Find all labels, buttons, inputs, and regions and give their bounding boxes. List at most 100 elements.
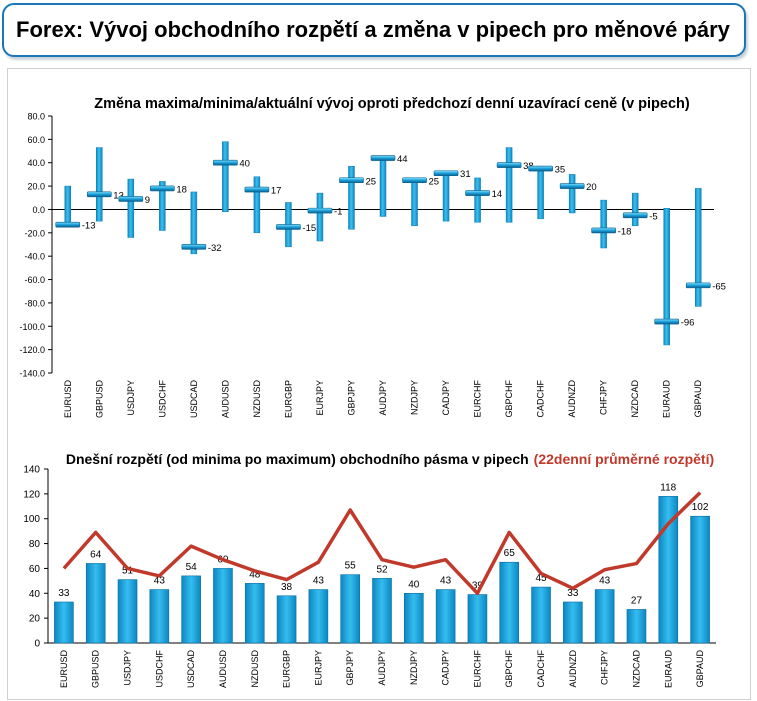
current-value-label: 25 [429, 176, 440, 187]
current-value-label: -1 [334, 207, 342, 218]
high-low-bar [253, 176, 261, 234]
chart1-y-tick-label: -140.0 [19, 369, 45, 379]
chart1-category-label: EURCHF [473, 379, 483, 417]
chart1-category-label: AUDNZD [567, 380, 577, 418]
current-marker [402, 177, 427, 184]
chart1-category-label: NZDCAD [630, 380, 640, 418]
chart2-category-label: AUDNZD [568, 650, 578, 688]
chart1-category-label: AUDJPY [378, 380, 388, 416]
range-bar-label: 40 [408, 579, 420, 590]
high-low-bar [190, 191, 198, 255]
range-bar [499, 561, 520, 644]
chart1-category-label: EURAUD [662, 380, 672, 419]
current-marker [181, 244, 207, 250]
current-marker [150, 185, 175, 192]
chart2-y-tick-label: 20 [29, 614, 41, 625]
range-bar [594, 589, 615, 644]
range-bar-label: 52 [376, 564, 388, 575]
chart1-category-label: GBPJPY [346, 380, 356, 416]
chart2-y-tick-label: 120 [23, 489, 40, 500]
chart2-category-label: EURAUD [663, 650, 673, 689]
chart2-category-label: USDCAD [186, 650, 196, 689]
current-value-label: 40 [239, 159, 250, 170]
current-value-label: 20 [586, 182, 597, 193]
range-bar-label: 65 [504, 548, 516, 559]
current-value-label: 35 [555, 165, 566, 176]
current-value-label: -15 [302, 223, 316, 234]
current-value-label: -13 [82, 221, 96, 232]
high-low-bar [222, 141, 229, 213]
chart1-category-label: USDCHF [157, 379, 167, 417]
chart2-category-label: CHFJPY [600, 650, 610, 685]
range-bar-label: 51 [122, 566, 134, 577]
chart1-y-tick-label: 0.0 [32, 205, 45, 215]
range-bar [372, 578, 392, 644]
chart2-category-label: GBPJPY [345, 650, 355, 686]
chart2-category-label: NZDCAD [631, 650, 641, 688]
range-bar [276, 595, 297, 644]
current-marker [370, 155, 396, 161]
current-marker [433, 170, 459, 177]
range-bar-label: 64 [90, 549, 102, 560]
high-low-bar [127, 178, 135, 238]
chart2-category-label: GBPCHF [504, 650, 514, 688]
chart2-title-paren: (22denní průměrné rozpětí) [534, 451, 714, 467]
chart2-y-tick-label: 60 [29, 564, 41, 575]
chart1-category-label: EURJPY [315, 380, 325, 416]
range-bar-label: 43 [313, 576, 325, 587]
range-bar [54, 601, 74, 644]
range-bar-label: 33 [567, 588, 579, 599]
chart2-category-label: CADCHF [536, 649, 546, 687]
chart1-y-tick-label: -100.0 [19, 322, 45, 332]
range-bar [626, 609, 647, 644]
chart1-category-label: CHFJPY [599, 380, 609, 415]
chart1-category-label: NZDJPY [410, 380, 420, 415]
current-value-label: -65 [712, 281, 726, 292]
high-low-bar [474, 177, 481, 223]
chart2-category-label: CADJPY [441, 650, 451, 686]
range-bar [658, 496, 679, 644]
range-bar-label: 48 [249, 569, 261, 580]
current-value-label: 17 [271, 186, 282, 197]
current-value-label: 9 [145, 195, 150, 206]
current-value-label: -96 [681, 318, 695, 329]
current-marker [86, 191, 112, 198]
current-value-label: -32 [208, 243, 222, 254]
range-bar [340, 574, 360, 644]
chart2-title: Dnešní rozpětí (od minima po maximum) ob… [66, 451, 714, 467]
chart1-y-tick-label: -80.0 [24, 298, 45, 308]
range-bar [213, 568, 233, 644]
current-marker [496, 162, 522, 168]
chart1-y-tick-label: -40.0 [24, 252, 45, 262]
average-range-line [62, 491, 702, 596]
range-bar-label: 39 [472, 581, 484, 592]
current-value-label: 44 [397, 154, 408, 165]
current-marker [307, 207, 333, 214]
current-marker [55, 221, 81, 228]
high-low-bar [694, 188, 702, 307]
current-marker [528, 165, 553, 172]
range-bar-label: 45 [535, 573, 547, 584]
range-bar [404, 592, 424, 644]
range-bar [308, 589, 329, 644]
chart2-category-label: USDCHF [154, 649, 164, 687]
chart2-category-label: EURJPY [313, 650, 323, 686]
range-bar [244, 583, 265, 644]
chart1-category-label: EURGBP [283, 380, 293, 418]
current-value-label: 31 [460, 169, 471, 180]
chart2-category-label: AUDUSD [218, 650, 228, 689]
chart2-title-main: Dnešní rozpětí (od minima po maximum) ob… [66, 451, 529, 467]
current-value-label: 13 [113, 190, 124, 201]
chart1-y-tick-label: -60.0 [24, 275, 45, 285]
chart1-y-tick-label: 60.0 [27, 135, 45, 145]
current-marker [465, 190, 490, 196]
chart2-category-label: GBPUSD [91, 650, 101, 689]
range-bar-label: 27 [631, 595, 643, 606]
current-value-label: 14 [492, 189, 503, 200]
current-marker [213, 159, 238, 166]
current-marker [622, 212, 648, 219]
chart1-y-tick-label: -120.0 [19, 345, 45, 355]
high-low-bar [505, 147, 513, 223]
chart2-category-label: GBPAUD [695, 650, 705, 688]
